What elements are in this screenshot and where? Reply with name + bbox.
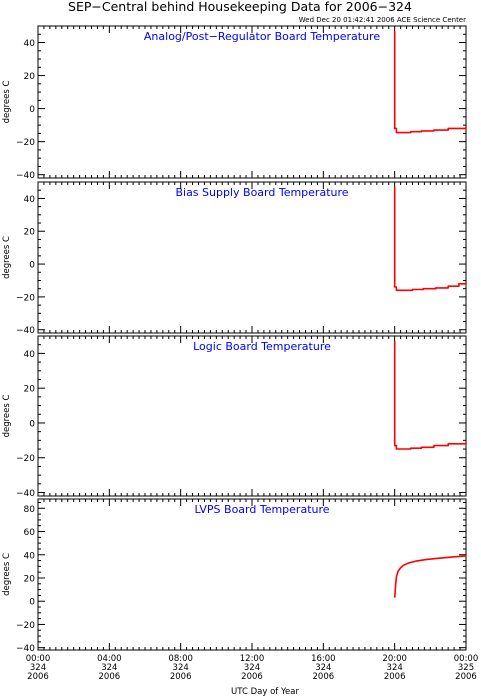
panel-frame bbox=[37, 25, 467, 179]
x-tick-label: 20:00 bbox=[382, 654, 407, 664]
panel-3: −40 −20 0 20 40 degrees C Logic Board Temperat… bbox=[2, 335, 467, 499]
y-tick-label: −40 bbox=[16, 489, 35, 499]
x-tick-label: 324 bbox=[387, 663, 403, 673]
x-tick-label: 2006 bbox=[313, 672, 335, 682]
x-tick-label: 2006 bbox=[27, 672, 49, 682]
y-tick-label: 40 bbox=[24, 195, 36, 205]
x-tick-label: 04:00 bbox=[97, 654, 122, 664]
x-tick-label: 00:00 bbox=[26, 654, 51, 664]
y-tick-label: 20 bbox=[24, 72, 36, 82]
panel-frame bbox=[37, 498, 467, 651]
y-tick-label: 80 bbox=[24, 505, 36, 515]
y-tick-label: 20 bbox=[24, 574, 36, 584]
x-tick-label: 324 bbox=[244, 663, 260, 673]
x-tick-label: 2006 bbox=[170, 672, 192, 682]
y-tick-label: 20 bbox=[24, 385, 36, 395]
y-tick-label: −40 bbox=[16, 171, 35, 181]
y-axis-label: degrees C bbox=[2, 395, 12, 438]
panel-title: Logic Board Temperature bbox=[193, 340, 331, 353]
y-tick-label: −40 bbox=[16, 644, 35, 654]
panel-frame bbox=[37, 181, 467, 334]
data-series-line bbox=[393, 341, 467, 450]
y-tick-label: −40 bbox=[16, 326, 35, 336]
x-tick-label: 00:00 bbox=[454, 654, 479, 664]
y-tick-label: −20 bbox=[16, 293, 35, 303]
y-tick-label: 20 bbox=[24, 228, 36, 238]
data-series-line bbox=[393, 186, 467, 292]
y-tick-label: 0 bbox=[29, 598, 35, 608]
x-tick-label: 16:00 bbox=[311, 654, 336, 664]
x-tick-label: 2006 bbox=[384, 672, 406, 682]
y-axis-label: degrees C bbox=[2, 553, 12, 596]
y-tick-label: 40 bbox=[24, 551, 36, 561]
y-tick-label: −20 bbox=[16, 138, 35, 148]
x-tick-label: 324 bbox=[315, 663, 331, 673]
panel-title: Analog/Post−Regulator Board Temperature bbox=[144, 30, 380, 43]
panels-group: −40 −20 0 20 40 degrees C Analog/Post−Regulato… bbox=[2, 25, 479, 682]
x-tick-label: 324 bbox=[173, 663, 189, 673]
data-series-line bbox=[393, 31, 467, 134]
timestamp-label: Wed Dec 20 01:42:41 2006 ACE Science Cen… bbox=[299, 16, 466, 24]
panel-frame bbox=[37, 335, 467, 497]
y-axis-label: degrees C bbox=[2, 236, 12, 279]
x-tick-label: 2006 bbox=[99, 672, 121, 682]
y-tick-label: 40 bbox=[24, 39, 36, 49]
x-tick-label: 12:00 bbox=[240, 654, 265, 664]
y-tick-label: −20 bbox=[16, 454, 35, 464]
y-tick-label: 40 bbox=[24, 350, 36, 360]
panel-4: −40 −20 0 20 40 60 80 degrees C LVPS Board Tempe… bbox=[2, 498, 479, 682]
chart-title: SEP−Central behind Housekeeping Data for… bbox=[68, 0, 412, 14]
x-tick-label: 2006 bbox=[241, 672, 263, 682]
y-tick-label: 0 bbox=[29, 105, 35, 115]
y-tick-label: −20 bbox=[16, 621, 35, 631]
x-tick-label: 324 bbox=[30, 663, 46, 673]
x-tick-label: 325 bbox=[458, 663, 474, 673]
panel-title: Bias Supply Board Temperature bbox=[175, 186, 348, 199]
panel-title: LVPS Board Temperature bbox=[194, 503, 329, 516]
y-tick-label: 60 bbox=[24, 528, 36, 538]
x-tick-label: 08:00 bbox=[168, 654, 193, 664]
x-tick-label: 324 bbox=[101, 663, 117, 673]
x-axis-label: UTC Day of Year bbox=[231, 687, 299, 697]
panel-1: −40 −20 0 20 40 degrees C Analog/Post−Regulato… bbox=[2, 25, 467, 181]
data-series-line bbox=[393, 555, 467, 598]
y-axis-label: degrees C bbox=[2, 81, 12, 124]
y-tick-label: 0 bbox=[29, 261, 35, 271]
y-tick-label: 0 bbox=[29, 419, 35, 429]
x-tick-label: 2006 bbox=[455, 672, 477, 682]
panel-2: −40 −20 0 20 40 degrees C Bias Supply Board Te… bbox=[2, 181, 467, 336]
